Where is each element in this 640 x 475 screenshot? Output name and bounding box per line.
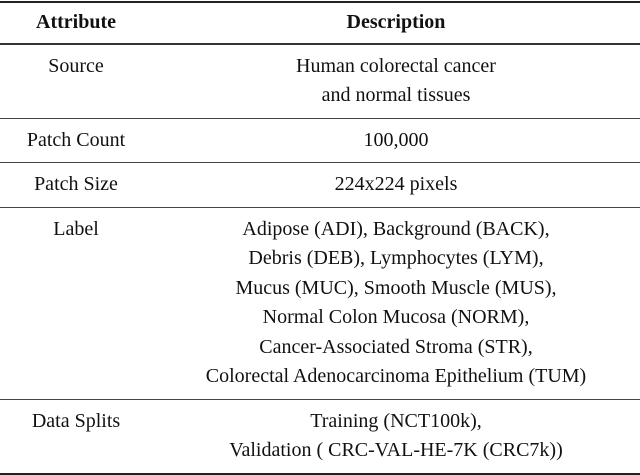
- header-row: Attribute Description: [0, 2, 640, 44]
- description-line: Debris (DEB), Lymphocytes (LYM),: [248, 247, 544, 269]
- table-row: Source Human colorectal cancer and normal …: [0, 44, 640, 119]
- description-cell: Human colorectal cancer and normal tissue…: [152, 44, 640, 119]
- table-row: Patch Size 224x224 pixels: [0, 163, 640, 208]
- description-line: Training (NCT100k),: [310, 409, 482, 432]
- description-line: Validation ( CRC-VAL-HE-7K (CRC7k)): [229, 439, 563, 461]
- description-cell: 224x224 pixels: [152, 163, 640, 208]
- description-cell: Adipose (ADI), Background (BACK), Debris …: [152, 207, 640, 399]
- description-line: Human colorectal cancer: [296, 54, 496, 77]
- table-row: Patch Count 100,000: [0, 118, 640, 163]
- table-row: Data Splits Training (NCT100k), Validation…: [0, 399, 640, 474]
- description-line: Cancer-Associated Stroma (STR),: [259, 335, 533, 358]
- description-line: Mucus (MUC), Smooth Muscle (MUS),: [235, 276, 557, 299]
- attribute-cell: Data Splits: [31, 409, 121, 432]
- header-attribute: Attribute: [36, 11, 116, 33]
- description-cell: 100,000: [152, 118, 640, 163]
- header-description: Description: [346, 11, 446, 33]
- description-line: and normal tissues: [321, 84, 471, 106]
- attribute-cell: Patch Size: [34, 173, 118, 195]
- description-line: Colorectal Adenocarcinoma Epithelium (TU…: [205, 365, 587, 387]
- description-cell: Training (NCT100k), Validation ( CRC-VAL-…: [152, 399, 640, 474]
- table-row: Label Adipose (ADI), Background (BACK), De…: [0, 207, 640, 399]
- description-line: 100,000: [363, 128, 429, 151]
- attribute-cell: Patch Count: [26, 128, 126, 151]
- description-line: Normal Colon Mucosa (NORM),: [262, 306, 530, 328]
- attribute-cell: Source: [48, 54, 104, 77]
- description-line: 224x224 pixels: [334, 173, 458, 195]
- description-line: Adipose (ADI), Background (BACK),: [242, 217, 550, 240]
- attribute-cell: Label: [53, 217, 99, 240]
